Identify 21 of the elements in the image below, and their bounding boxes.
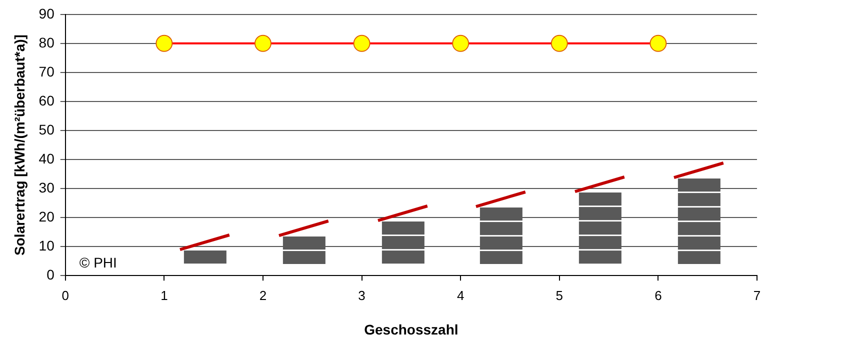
x-tick-label: 3	[358, 288, 366, 303]
y-tick-label: 70	[38, 63, 55, 80]
x-tick-label: 1	[160, 288, 168, 303]
y-tick-label: 20	[38, 208, 55, 224]
x-tick-label: 5	[556, 288, 564, 303]
y-tick-label: 90	[38, 5, 55, 22]
y-tick-label: 10	[38, 237, 55, 254]
x-tick-label: 0	[62, 288, 69, 303]
annotation: © PHI	[79, 254, 117, 271]
y-tick-label: 40	[38, 150, 55, 166]
x-axis-title: Geschosszahl	[364, 321, 458, 338]
y-tick-label: 80	[38, 34, 55, 50]
y-axis-title: Solarertrag [kWh/(m²überbaut*a)]	[11, 34, 28, 256]
y-tick-label: 30	[38, 179, 55, 196]
y-tick-label: 0	[46, 266, 55, 282]
y-tick-label: 60	[38, 92, 55, 108]
x-tick-label: 2	[259, 288, 267, 303]
y-tick-label: 50	[38, 121, 55, 138]
x-tick-label: 4	[456, 288, 464, 303]
x-tick-label: 6	[654, 288, 662, 303]
x-tick-label: 7	[753, 288, 761, 303]
